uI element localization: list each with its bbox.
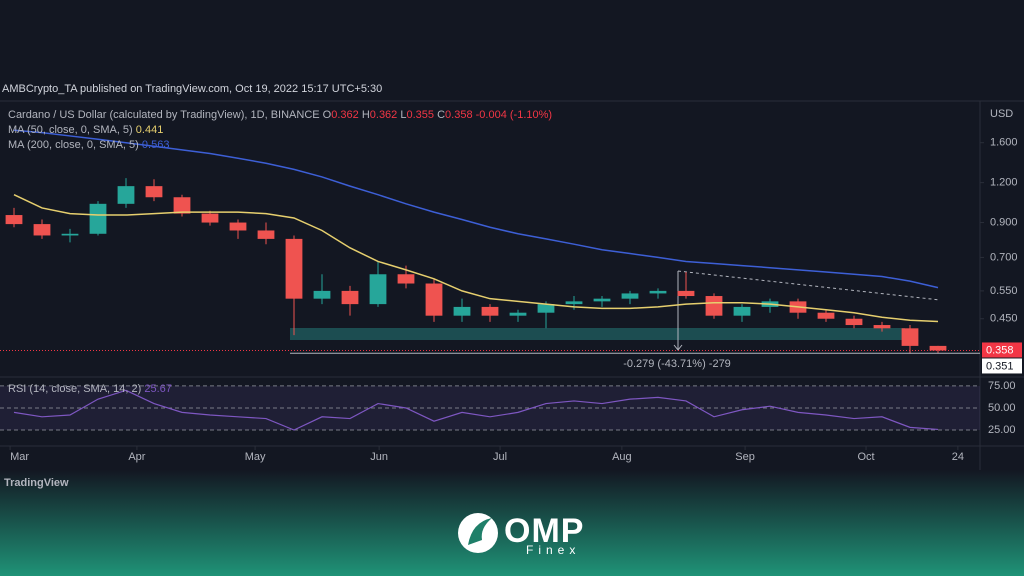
candle-body [705, 296, 723, 316]
x-tick-label: 24 [952, 451, 964, 463]
candle-body [537, 304, 555, 313]
ma-name: MA (50, close, 0, SMA, 5) [8, 124, 133, 136]
candle-body [61, 233, 79, 236]
y-tick-label: 1.600 [990, 137, 1018, 149]
ma-legend: MA (50, close, 0, SMA, 5) 0.441 [8, 123, 163, 137]
candle-body [5, 215, 23, 225]
candle-body [285, 238, 303, 299]
brand: TradingView [4, 477, 69, 489]
published-by: AMBCrypto_TA published on TradingView.co… [2, 83, 383, 95]
x-tick-label: Aug [612, 451, 632, 463]
y-tick-label: 25.00 [988, 424, 1016, 436]
candle-body [873, 325, 891, 329]
candle-body [145, 186, 163, 198]
y-tick-label: 0.550 [990, 285, 1018, 297]
candle-body [901, 328, 919, 346]
y-tick-label: 1.200 [990, 177, 1018, 189]
axis-unit: USD [990, 108, 1013, 120]
candle-body [929, 345, 947, 351]
y-tick-label: 75.00 [988, 380, 1016, 392]
ma-value: 0.441 [135, 124, 164, 136]
candle-body [845, 318, 863, 326]
moving-average [13, 194, 939, 323]
x-tick-label: Mar [10, 451, 29, 463]
rsi-name: RSI (14, close, SMA, 14, 2) [8, 383, 142, 395]
ohlc-value: 0.358 [445, 109, 473, 121]
x-tick-label: Jun [370, 451, 388, 463]
candle-body [509, 312, 527, 316]
price-label: 0.358 [986, 344, 1014, 356]
symbol: Cardano / US Dollar (calculated by Tradi… [8, 109, 320, 121]
ohlc-key: H [361, 109, 370, 121]
candle-body [229, 222, 247, 231]
candle-body [89, 203, 107, 234]
ohlc-key: O [322, 109, 332, 121]
x-tick-label: Oct [857, 451, 874, 463]
candle-body [117, 186, 135, 204]
rsi-line [13, 389, 939, 431]
y-tick-label: 0.450 [990, 313, 1018, 325]
price-label-box [982, 342, 1022, 358]
x-tick-label: Sep [735, 451, 755, 463]
candle-body [453, 306, 471, 316]
support-zone [290, 328, 905, 340]
candle-body [397, 274, 415, 284]
ma-legend: MA (200, close, 0, SMA, 5) 0.563 [8, 138, 169, 152]
change: -0.004 [475, 109, 507, 121]
moving-average [13, 129, 939, 289]
price-label-box [982, 358, 1022, 374]
measurement-label: -0.279 (-43.71%) -279 [623, 358, 731, 370]
logo-subtext: Finex [526, 543, 581, 557]
candle-body [565, 301, 583, 305]
symbol-legend: Cardano / US Dollar (calculated by Tradi… [8, 108, 552, 122]
ohlc-key: C [437, 109, 446, 121]
x-tick-label: May [245, 451, 266, 463]
candle-body [677, 290, 695, 297]
candle-body [649, 290, 667, 294]
candle-body [733, 306, 751, 316]
candle-body [817, 312, 835, 319]
ohlc-value: 0.355 [406, 109, 435, 121]
y-tick-label: 0.700 [990, 251, 1018, 263]
change-pct: (-1.10%) [509, 109, 553, 121]
candle-body [369, 274, 387, 305]
candle-body [33, 224, 51, 236]
rsi-value: 25.67 [144, 383, 172, 395]
candle-body [593, 298, 611, 302]
ma-name: MA (200, close, 0, SMA, 5) [8, 139, 139, 151]
rsi-legend: RSI (14, close, SMA, 14, 2) 25.67 [8, 382, 172, 396]
ohlc-value: 0.362 [369, 109, 398, 121]
ma-value: 0.563 [141, 139, 170, 151]
y-tick-label: 0.900 [990, 216, 1018, 228]
y-tick-label: 50.00 [988, 402, 1016, 414]
candle-body [481, 306, 499, 316]
trendline [677, 270, 941, 301]
ohlc-key: L [400, 109, 407, 121]
footer-band [0, 470, 1024, 576]
logo-glyph [468, 518, 492, 545]
candle-body [621, 293, 639, 299]
ohlc-value: 0.362 [331, 109, 359, 121]
candle-body [425, 283, 443, 316]
x-tick-label: Jul [493, 451, 507, 463]
candle-body [257, 230, 275, 239]
logo-text: OMP [504, 512, 585, 550]
price-label: 0.351 [986, 360, 1014, 372]
x-tick-label: Apr [128, 451, 145, 463]
candle-body [313, 290, 331, 299]
candle-body [201, 213, 219, 223]
candle-body [341, 290, 359, 305]
candle-body [173, 197, 191, 214]
